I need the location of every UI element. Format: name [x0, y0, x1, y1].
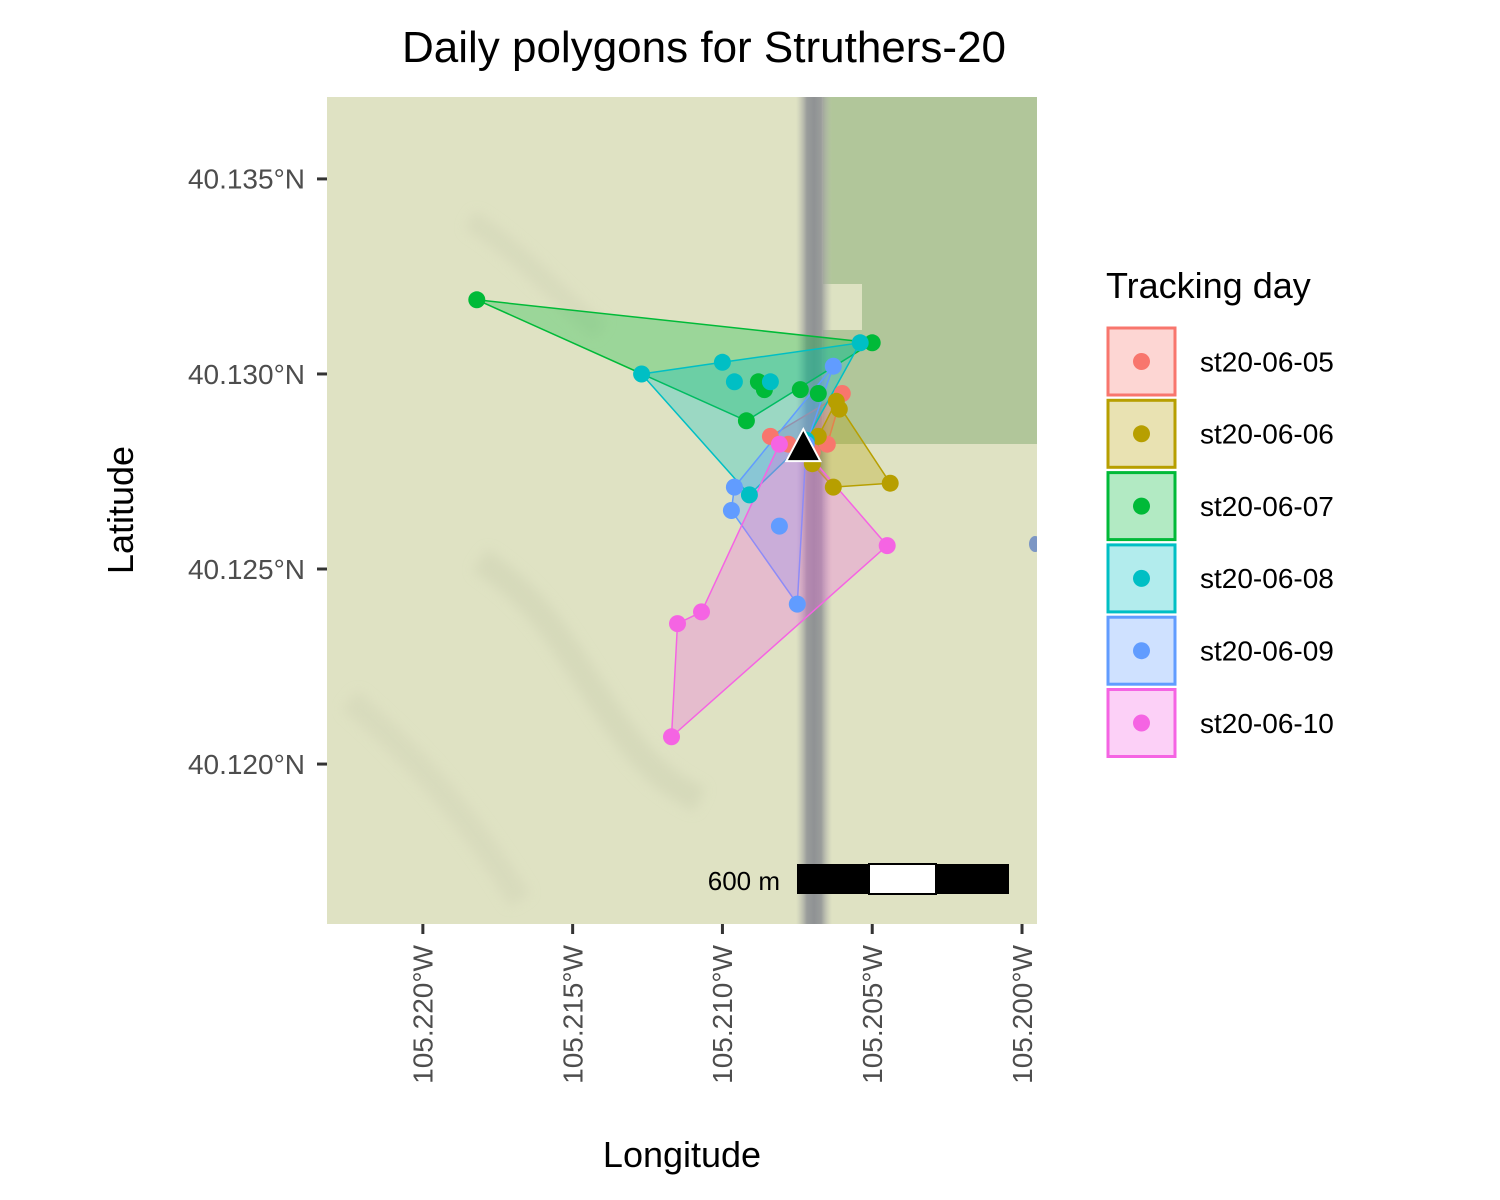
point-st20-06-06	[831, 401, 848, 418]
scale-bar: 600 m	[708, 864, 1009, 896]
point-st20-06-07	[792, 381, 809, 398]
x-axis: 105.220°W 105.215°W 105.210°W 105.205°W 105.…	[408, 924, 1038, 1084]
legend: Tracking day st20-06-05st20-06-06st20-06…	[1106, 265, 1334, 757]
point-st20-06-08	[633, 366, 650, 383]
point-st20-06-08	[714, 354, 731, 371]
point-st20-06-09	[723, 502, 740, 519]
legend-label: st20-06-09	[1200, 636, 1334, 667]
point-st20-06-07	[738, 412, 755, 429]
legend-label: st20-06-05	[1200, 346, 1334, 377]
legend-label: st20-06-10	[1200, 708, 1334, 739]
point-st20-06-07	[468, 291, 485, 308]
point-st20-06-10	[771, 436, 788, 453]
chart-title: Daily polygons for Struthers-20	[402, 23, 1006, 72]
legend-key-point	[1133, 353, 1150, 370]
point-st20-06-08	[741, 486, 758, 503]
legend-title: Tracking day	[1106, 265, 1311, 306]
point-st20-06-10	[663, 728, 680, 745]
point-st20-06-08	[852, 334, 869, 351]
legend-label: st20-06-06	[1200, 419, 1334, 450]
x-tick-label: 105.210°W	[707, 944, 738, 1083]
point-st20-06-08	[762, 373, 779, 390]
x-tick-label: 105.200°W	[1007, 944, 1038, 1083]
scale-bar-segment	[936, 864, 1009, 894]
x-tick-label: 105.205°W	[857, 944, 888, 1083]
point-st20-06-06	[882, 475, 899, 492]
scale-bar-segment	[797, 864, 869, 894]
point-st20-06-10	[879, 537, 896, 554]
point-st20-06-09	[825, 358, 842, 375]
point-st20-06-08	[726, 373, 743, 390]
y-tick-label: 40.125°N	[188, 554, 305, 585]
legend-key-point	[1133, 498, 1150, 515]
point-st20-06-06	[825, 479, 842, 496]
scale-bar-segment	[869, 864, 936, 894]
point-st20-06-09	[789, 596, 806, 613]
y-tick-label: 40.135°N	[188, 164, 305, 195]
point-st20-06-09	[726, 479, 743, 496]
y-tick-label: 40.120°N	[188, 749, 305, 780]
legend-key-point	[1133, 715, 1150, 732]
point-st20-06-07	[810, 385, 827, 402]
point-st20-06-10	[693, 603, 710, 620]
y-axis-title: Latitude	[100, 446, 141, 574]
legend-keys: st20-06-05 st20-06-06 st20-06-07 st20-06-08…	[1108, 328, 1334, 757]
x-tick-label: 105.220°W	[408, 944, 439, 1083]
y-tick-label: 40.130°N	[188, 359, 305, 390]
legend-key-point	[1133, 642, 1150, 659]
point-st20-06-10	[669, 615, 686, 632]
basemap	[327, 97, 1041, 924]
legend-key-point	[1133, 570, 1150, 587]
x-tick-label: 105.215°W	[557, 944, 588, 1083]
legend-label: st20-06-07	[1200, 491, 1334, 522]
point-st20-06-09	[771, 518, 788, 535]
y-axis: 40.135°N 40.130°N 40.125°N 40.120°N	[188, 164, 327, 780]
water-feature	[1029, 536, 1041, 552]
scale-bar-label: 600 m	[708, 866, 780, 896]
forest-area	[823, 97, 1037, 444]
x-axis-title: Longitude	[603, 1134, 761, 1175]
legend-label: st20-06-08	[1200, 563, 1334, 594]
legend-key-point	[1133, 425, 1150, 442]
